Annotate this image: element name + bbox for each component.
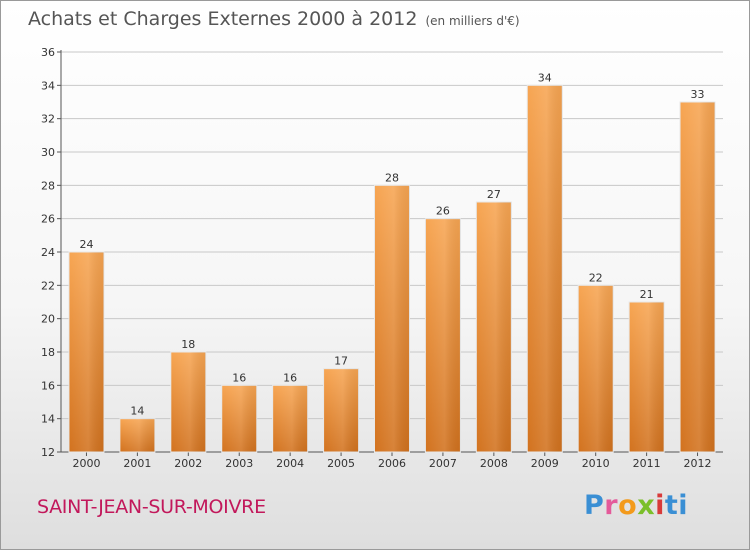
x-tick-label: 2002 xyxy=(174,457,202,470)
bar-sheen xyxy=(578,285,614,452)
bar-sheen xyxy=(476,202,512,452)
y-tick-label: 12 xyxy=(41,446,55,459)
y-tick-label: 14 xyxy=(41,413,55,426)
x-tick-label: 2007 xyxy=(429,457,457,470)
data-label: 14 xyxy=(130,405,144,418)
x-tick-label: 2011 xyxy=(633,457,661,470)
bar-sheen xyxy=(527,85,563,452)
y-tick-label: 22 xyxy=(41,279,55,292)
y-tick-label: 18 xyxy=(41,346,55,359)
y-tick-label: 16 xyxy=(41,379,55,392)
x-tick-label: 2010 xyxy=(582,457,610,470)
data-label: 34 xyxy=(538,71,552,84)
y-tick-label: 26 xyxy=(41,213,55,226)
x-tick-label: 2008 xyxy=(480,457,508,470)
bar-sheen xyxy=(425,218,461,452)
x-tick-label: 2006 xyxy=(378,457,406,470)
y-tick-label: 30 xyxy=(41,146,55,159)
data-label: 16 xyxy=(232,371,246,384)
data-label: 28 xyxy=(385,171,399,184)
chart-title: Achats et Charges Externes 2000 à 2012 (e… xyxy=(28,8,520,30)
data-label: 21 xyxy=(640,288,654,301)
chart-title-text: Achats et Charges Externes 2000 à 2012 xyxy=(28,8,418,30)
x-tick-label: 2012 xyxy=(684,457,712,470)
bar-sheen xyxy=(119,418,155,452)
data-label: 24 xyxy=(79,238,93,251)
bar-sheen xyxy=(680,102,716,452)
data-label: 33 xyxy=(691,88,705,101)
data-label: 16 xyxy=(283,371,297,384)
bar-sheen xyxy=(221,385,257,452)
bar-sheen xyxy=(323,368,359,452)
bar-sheen xyxy=(68,252,104,452)
bar-sheen xyxy=(170,352,206,452)
y-tick-label: 24 xyxy=(41,246,55,259)
y-tick-label: 32 xyxy=(41,113,55,126)
y-tick-label: 36 xyxy=(41,46,55,59)
chart-unit: (en milliers d'€) xyxy=(425,14,520,28)
y-tick-label: 28 xyxy=(41,179,55,192)
bars xyxy=(68,84,716,453)
data-label: 17 xyxy=(334,355,348,368)
bar-sheen xyxy=(629,302,665,452)
data-label: 18 xyxy=(181,338,195,351)
y-tick-label: 20 xyxy=(41,313,55,326)
commune-name: SAINT-JEAN-SUR-MOIVRE xyxy=(37,496,266,518)
x-tick-label: 2001 xyxy=(123,457,151,470)
data-label: 26 xyxy=(436,205,450,218)
y-tick-label: 34 xyxy=(41,79,55,92)
bar-sheen xyxy=(374,185,410,453)
x-tick-label: 2004 xyxy=(276,457,304,470)
proxiti-logo[interactable]: Proxiti xyxy=(584,490,689,521)
data-labels: 24 14 18 16 16 17 28 26 27 34 22 21 33 xyxy=(79,71,704,417)
bar-sheen xyxy=(272,385,308,452)
x-tick-label: 2005 xyxy=(327,457,355,470)
x-tick-label: 2009 xyxy=(531,457,559,470)
data-label: 22 xyxy=(589,271,603,284)
tick-labels: 12 14 16 18 20 22 24 26 28 30 32 34 36 2000 2001 2002 20… xyxy=(41,46,712,470)
x-tick-label: 2003 xyxy=(225,457,253,470)
data-label: 27 xyxy=(487,188,501,201)
x-tick-label: 2000 xyxy=(72,457,100,470)
